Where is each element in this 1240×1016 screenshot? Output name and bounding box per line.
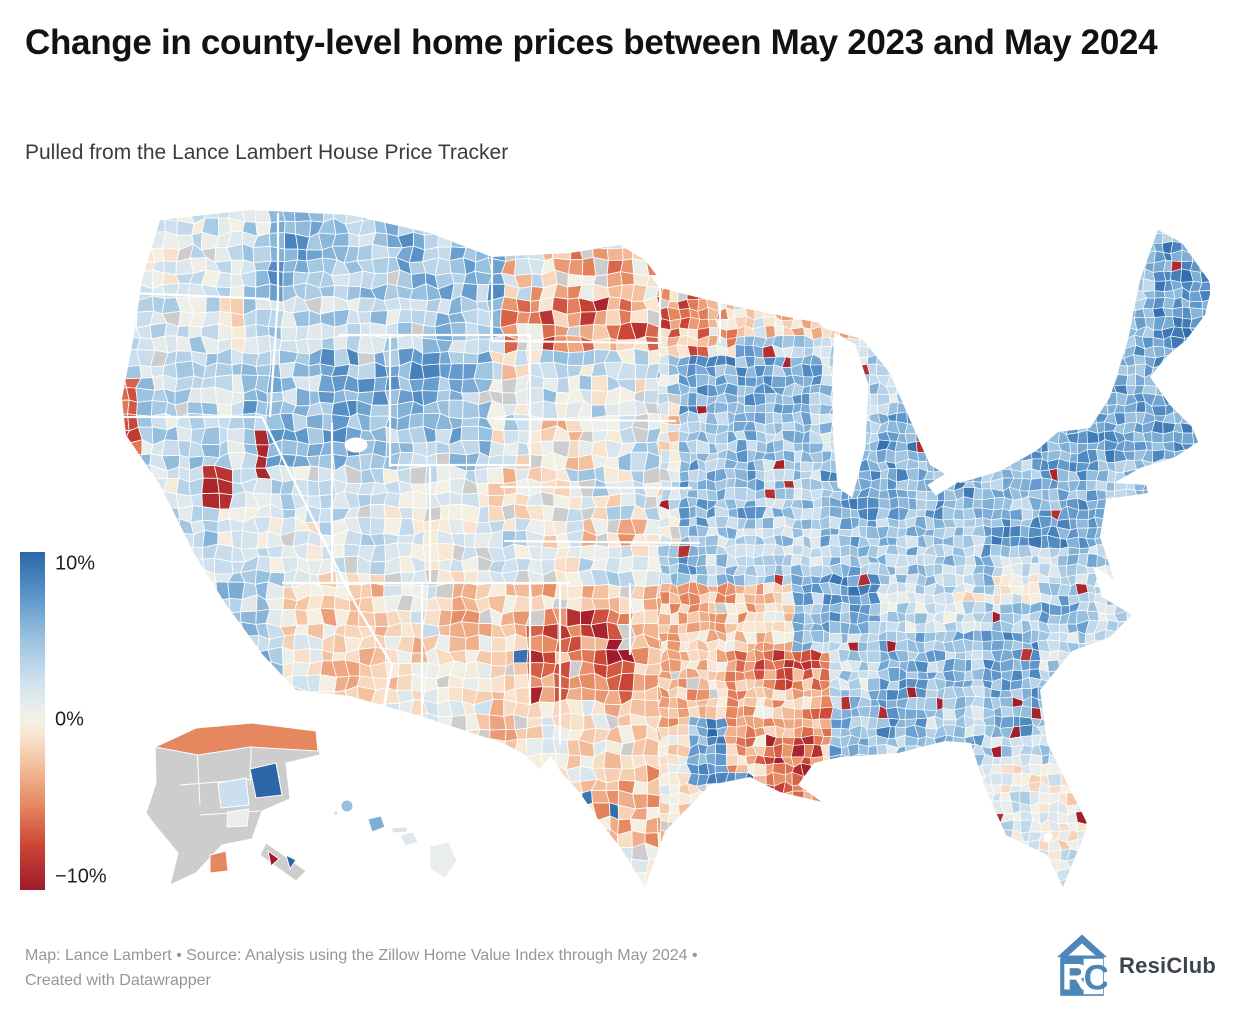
us-county-choropleth-map [100, 185, 1210, 935]
svg-text:C: C [1084, 957, 1107, 997]
state-borders [122, 213, 722, 745]
attribution-line-1: Map: Lance Lambert • Source: Analysis us… [25, 947, 698, 964]
hawaii-oahu [367, 815, 386, 833]
alaska-interior-dark-blue [249, 762, 283, 799]
alaska-southwest-orange [209, 850, 229, 874]
hawaii-big-island [429, 841, 458, 879]
hawaii-inset [333, 799, 458, 879]
alaska-north-slope-salmon [153, 722, 319, 756]
alaska-inset [145, 722, 321, 886]
county-cells [122, 210, 1210, 887]
great-salt-lake [344, 437, 368, 453]
page-title: Change in county-level home prices betwe… [25, 23, 1158, 62]
alaska-south-pale [226, 808, 250, 828]
resiclub-wordmark: ResiClub [1119, 953, 1216, 978]
resiclub-logo-icon: R C [1057, 934, 1108, 997]
alaska-interior-light-blue [217, 777, 250, 809]
legend-min-label: −10% [55, 865, 107, 888]
legend-mid-label: 0% [55, 708, 84, 731]
attribution-line-2: Created with Datawrapper [25, 972, 211, 989]
map-canvas [122, 210, 1210, 887]
hawaii-kauai [340, 799, 354, 813]
attribution-footer: Map: Lance Lambert • Source: Analysis us… [25, 943, 698, 993]
resiclub-brand: R C ResiClub [1057, 933, 1216, 999]
lake-okeechobee [1043, 832, 1053, 842]
alaska-southeast-blue [285, 854, 297, 871]
hawaii-maui [399, 831, 419, 847]
hawaii-molokai [391, 826, 408, 834]
hawaii-niihau [333, 810, 339, 816]
legend-max-label: 10% [55, 552, 96, 575]
page-subtitle: Pulled from the Lance Lambert House Pric… [25, 141, 509, 164]
alaska-kenai-red [267, 849, 280, 867]
legend-gradient-bar [20, 552, 45, 890]
great-lakes [344, 269, 1066, 842]
color-scale-legend: 10% 0% −10% [20, 552, 140, 890]
